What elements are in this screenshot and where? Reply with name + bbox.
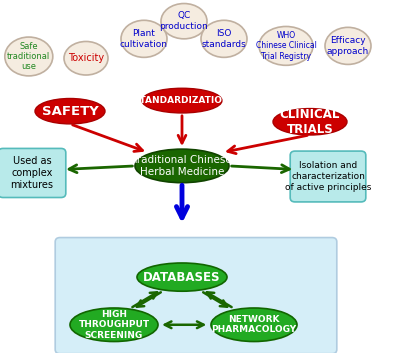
Text: SAFETY: SAFETY bbox=[42, 105, 98, 118]
Ellipse shape bbox=[135, 149, 229, 183]
Text: STANDARDIZATION: STANDARDIZATION bbox=[134, 96, 230, 105]
Text: Isolation and
characterization
of active principles: Isolation and characterization of active… bbox=[285, 161, 371, 192]
Text: Traditional Chinese
Herbal Medicine: Traditional Chinese Herbal Medicine bbox=[132, 155, 232, 177]
Ellipse shape bbox=[35, 98, 105, 124]
Ellipse shape bbox=[64, 42, 108, 75]
Ellipse shape bbox=[273, 108, 347, 135]
Ellipse shape bbox=[325, 27, 371, 64]
Ellipse shape bbox=[5, 37, 53, 76]
Ellipse shape bbox=[121, 20, 167, 57]
Ellipse shape bbox=[161, 4, 207, 39]
Ellipse shape bbox=[70, 308, 158, 342]
Text: QC
production: QC production bbox=[160, 12, 208, 31]
Text: Plant
cultivation: Plant cultivation bbox=[120, 29, 168, 48]
Ellipse shape bbox=[201, 20, 247, 57]
Text: Efficacy
approach: Efficacy approach bbox=[327, 36, 369, 55]
Text: CLINICAL
TRIALS: CLINICAL TRIALS bbox=[280, 108, 340, 136]
Text: HIGH
THROUGHPUT
SCREENING: HIGH THROUGHPUT SCREENING bbox=[78, 310, 150, 340]
Text: WHO
Chinese Clinical
Trial Registry: WHO Chinese Clinical Trial Registry bbox=[256, 31, 316, 61]
Text: Safe
traditional
use: Safe traditional use bbox=[7, 42, 50, 71]
Text: ISO
standards: ISO standards bbox=[202, 29, 246, 48]
FancyBboxPatch shape bbox=[55, 238, 337, 353]
Text: DATABASES: DATABASES bbox=[143, 271, 221, 283]
Ellipse shape bbox=[259, 26, 313, 65]
Text: Used as
complex
mixtures: Used as complex mixtures bbox=[10, 156, 54, 190]
Text: NETWORK
PHARMACOLOGY: NETWORK PHARMACOLOGY bbox=[212, 315, 296, 334]
Ellipse shape bbox=[211, 308, 297, 342]
Ellipse shape bbox=[142, 88, 222, 113]
Ellipse shape bbox=[137, 263, 227, 291]
FancyBboxPatch shape bbox=[0, 148, 66, 198]
FancyBboxPatch shape bbox=[290, 151, 366, 202]
Text: Toxicity: Toxicity bbox=[68, 53, 104, 63]
